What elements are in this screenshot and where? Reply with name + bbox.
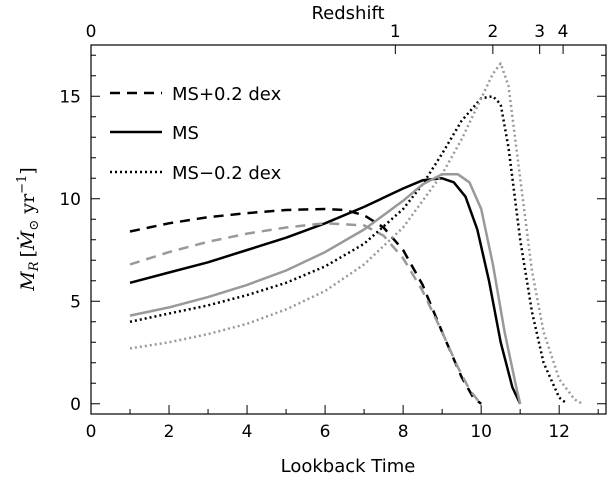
- bottom-axis: 0 2 4 6 8 10 12: [86, 405, 599, 442]
- ylabel-mdot: Ṁ: [16, 230, 39, 251]
- series-layer: [130, 63, 583, 403]
- x-tick-label: 10: [470, 422, 492, 442]
- ylabel-close: ]: [17, 167, 39, 174]
- ylabel-unit: yr: [17, 193, 39, 220]
- x-tick-label: 6: [320, 422, 331, 442]
- series-line-1: [130, 178, 520, 403]
- series-line-0: [130, 209, 481, 404]
- x-tick-label: 4: [242, 422, 253, 442]
- legend-label-ms: MS: [172, 123, 199, 144]
- x-tick-label: 2: [164, 422, 175, 442]
- top-axis-title: Redshift: [311, 3, 384, 24]
- plot-frame: [91, 45, 606, 414]
- y-tick-label: 15: [59, 87, 81, 107]
- ylabel-sub: R: [27, 261, 42, 272]
- y-tick-label: 0: [70, 395, 81, 415]
- ylabel-exp: −1: [15, 175, 30, 194]
- y-axis-title: MR [Ṁ⊙ yr−1]: [15, 167, 42, 292]
- ylabel-sun: ⊙: [27, 220, 42, 231]
- x-tick-label: 8: [398, 422, 409, 442]
- top-tick-label: 0: [86, 22, 97, 42]
- top-tick-label: 2: [487, 22, 498, 42]
- left-axis: 0 5 10 15: [59, 55, 606, 415]
- top-tick-label: 4: [558, 22, 569, 42]
- ylabel-open: [: [17, 250, 39, 257]
- top-tick-label: 1: [390, 22, 401, 42]
- legend: MS+0.2 dex MS MS−0.2 dex: [110, 84, 282, 184]
- ylabel-m: M: [17, 271, 39, 292]
- y-tick-label: 10: [59, 190, 81, 210]
- series-line-3: [130, 223, 481, 403]
- x-tick-label: 12: [548, 422, 570, 442]
- x-tick-label: 0: [86, 422, 97, 442]
- x-axis-title: Lookback Time: [281, 456, 416, 477]
- top-tick-label: 3: [534, 22, 545, 42]
- legend-label-ms-plus: MS+0.2 dex: [172, 84, 282, 105]
- legend-label-ms-minus: MS−0.2 dex: [172, 163, 282, 184]
- y-tick-label: 5: [70, 292, 81, 312]
